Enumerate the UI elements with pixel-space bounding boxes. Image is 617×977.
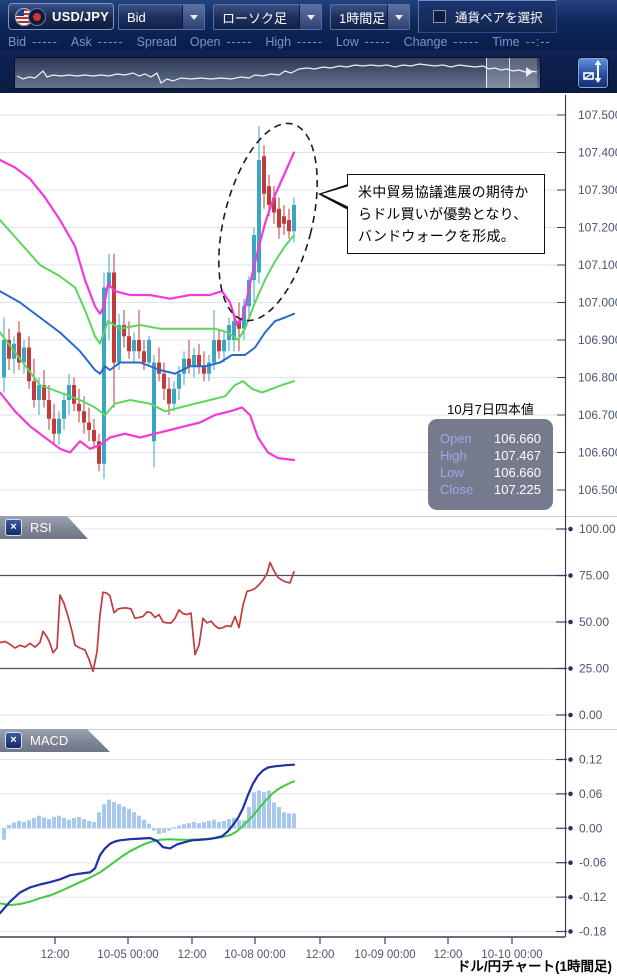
chart-scale-button[interactable] (577, 57, 609, 89)
svg-text:107.200: 107.200 (578, 221, 617, 235)
svg-text:-0.06: -0.06 (579, 856, 607, 870)
ohlc-info-box: Open 106.660 High 107.467 Low 106.660 Close 107… (428, 419, 553, 510)
navigator[interactable] (14, 57, 541, 89)
macd-series (0, 763, 296, 915)
svg-text:106.700: 106.700 (578, 408, 617, 422)
ohlc-box-title: 10月7日四本値 (447, 402, 534, 417)
navigator-row (0, 50, 617, 93)
price-type-dropdown[interactable]: Bid (118, 4, 205, 30)
quote-item: Open ----- (189, 34, 253, 49)
axis-lines (0, 95, 617, 938)
annotation-callout: 米中貿易協議進展の期待からドル買いが優勢となり、バンドウォークを形成。 (318, 174, 545, 254)
axis-labels: 107.500 107.400 107.300 107.200 107.100 107.0… (556, 108, 617, 939)
selection-handle[interactable] (509, 58, 510, 88)
quote-item: Low ----- (335, 34, 391, 49)
svg-text:10-08 00:00: 10-08 00:00 (224, 949, 285, 961)
svg-text:106.500: 106.500 (578, 483, 617, 497)
macd-tab-label: MACD (30, 733, 69, 748)
svg-text:12:00: 12:00 (178, 949, 207, 961)
time-axis: 12:00 10-05 00:00 12:00 10-08 00:00 12:00 10-… (41, 937, 543, 961)
quote-item: Bid ----- (8, 34, 58, 49)
chart-title: ドル/円チャート(1時間足) (456, 959, 612, 974)
quote-item: Ask ----- (70, 34, 124, 49)
chevron-down-icon[interactable] (387, 5, 409, 29)
svg-text:0.12: 0.12 (579, 753, 603, 767)
ellipse-annotation (218, 122, 318, 322)
ohlc-row: Close 107.225 (440, 482, 541, 497)
chart-type-value: ローソク足 (222, 10, 288, 26)
quote-item: Spread (136, 34, 177, 49)
pair-select-checkbox[interactable] (433, 10, 446, 23)
svg-text:10-09 00:00: 10-09 00:00 (354, 949, 415, 961)
svg-text:-0.12: -0.12 (579, 890, 607, 904)
toolbar: USD/JPY Bid ローソク足 1時間足 通貨ペアを選択 Bid ----- A… (0, 0, 617, 50)
pair-select-panel: 通貨ペアを選択 (418, 0, 557, 33)
quote-item: Time --:-- (492, 34, 551, 49)
chevron-down-icon[interactable] (299, 5, 321, 29)
svg-text:107.100: 107.100 (578, 258, 617, 272)
navigator-sparkline (16, 63, 538, 84)
svg-text:75.00: 75.00 (579, 569, 609, 583)
timeframe-dropdown[interactable]: 1時間足 (330, 4, 410, 30)
svg-text:0.00: 0.00 (579, 708, 603, 722)
annotation-text: 米中貿易協議進展の期待からドル買いが優勢となり、バンドウォークを形成。 (358, 184, 529, 244)
rsi-close-button[interactable]: × (5, 519, 22, 536)
quote-item: Change ----- (403, 34, 480, 49)
svg-text:107.400: 107.400 (578, 146, 617, 160)
svg-text:0.06: 0.06 (579, 787, 603, 801)
svg-text:107.300: 107.300 (578, 183, 617, 197)
price-type-value: Bid (127, 9, 146, 25)
svg-text:25.00: 25.00 (579, 662, 609, 676)
svg-text:107.000: 107.000 (578, 296, 617, 310)
svg-text:12:00: 12:00 (306, 949, 335, 961)
ohlc-row: Open 106.660 (440, 431, 541, 446)
svg-text:10-10 00:00: 10-10 00:00 (481, 949, 542, 961)
macd-panel-tab: × MACD (0, 729, 110, 752)
quote-bar: Bid ----- Ask ----- Spread Open ----- High -----… (0, 33, 568, 50)
pair-select-label: 通貨ペアを選択 (455, 11, 543, 25)
ohlc-row: High 107.467 (440, 448, 541, 463)
svg-text:106.900: 106.900 (578, 333, 617, 347)
ohlc-row: Low 106.660 (440, 465, 541, 480)
pair-label: USD/JPY (52, 9, 110, 24)
bollinger-bands (0, 151, 296, 462)
rsi-panel-tab: × RSI (0, 516, 88, 539)
chevron-down-icon[interactable] (182, 5, 204, 29)
navigator-selection[interactable] (486, 58, 537, 88)
svg-text:106.600: 106.600 (578, 446, 617, 460)
rsi-tab-label: RSI (30, 520, 52, 535)
svg-text:12:00: 12:00 (434, 949, 463, 961)
timeframe-value: 1時間足 (339, 10, 386, 26)
svg-text:-0.18: -0.18 (579, 925, 607, 939)
svg-text:10-05 00:00: 10-05 00:00 (97, 949, 158, 961)
svg-text:100.00: 100.00 (579, 522, 616, 536)
candlesticks (2, 126, 296, 479)
arrow-right-icon[interactable] (526, 67, 533, 77)
quote-item: High ----- (265, 34, 323, 49)
svg-text:106.800: 106.800 (578, 371, 617, 385)
svg-text:107.500: 107.500 (578, 108, 617, 122)
currency-pair-button[interactable]: USD/JPY (8, 3, 114, 30)
macd-close-button[interactable]: × (5, 732, 22, 749)
svg-text:50.00: 50.00 (579, 615, 609, 629)
chart-type-dropdown[interactable]: ローソク足 (213, 4, 322, 30)
japan-flag-icon (28, 7, 46, 26)
scale-resize-icon (583, 60, 602, 83)
rsi-line (0, 561, 295, 673)
svg-text:12:00: 12:00 (41, 949, 70, 961)
svg-text:0.00: 0.00 (579, 821, 603, 835)
